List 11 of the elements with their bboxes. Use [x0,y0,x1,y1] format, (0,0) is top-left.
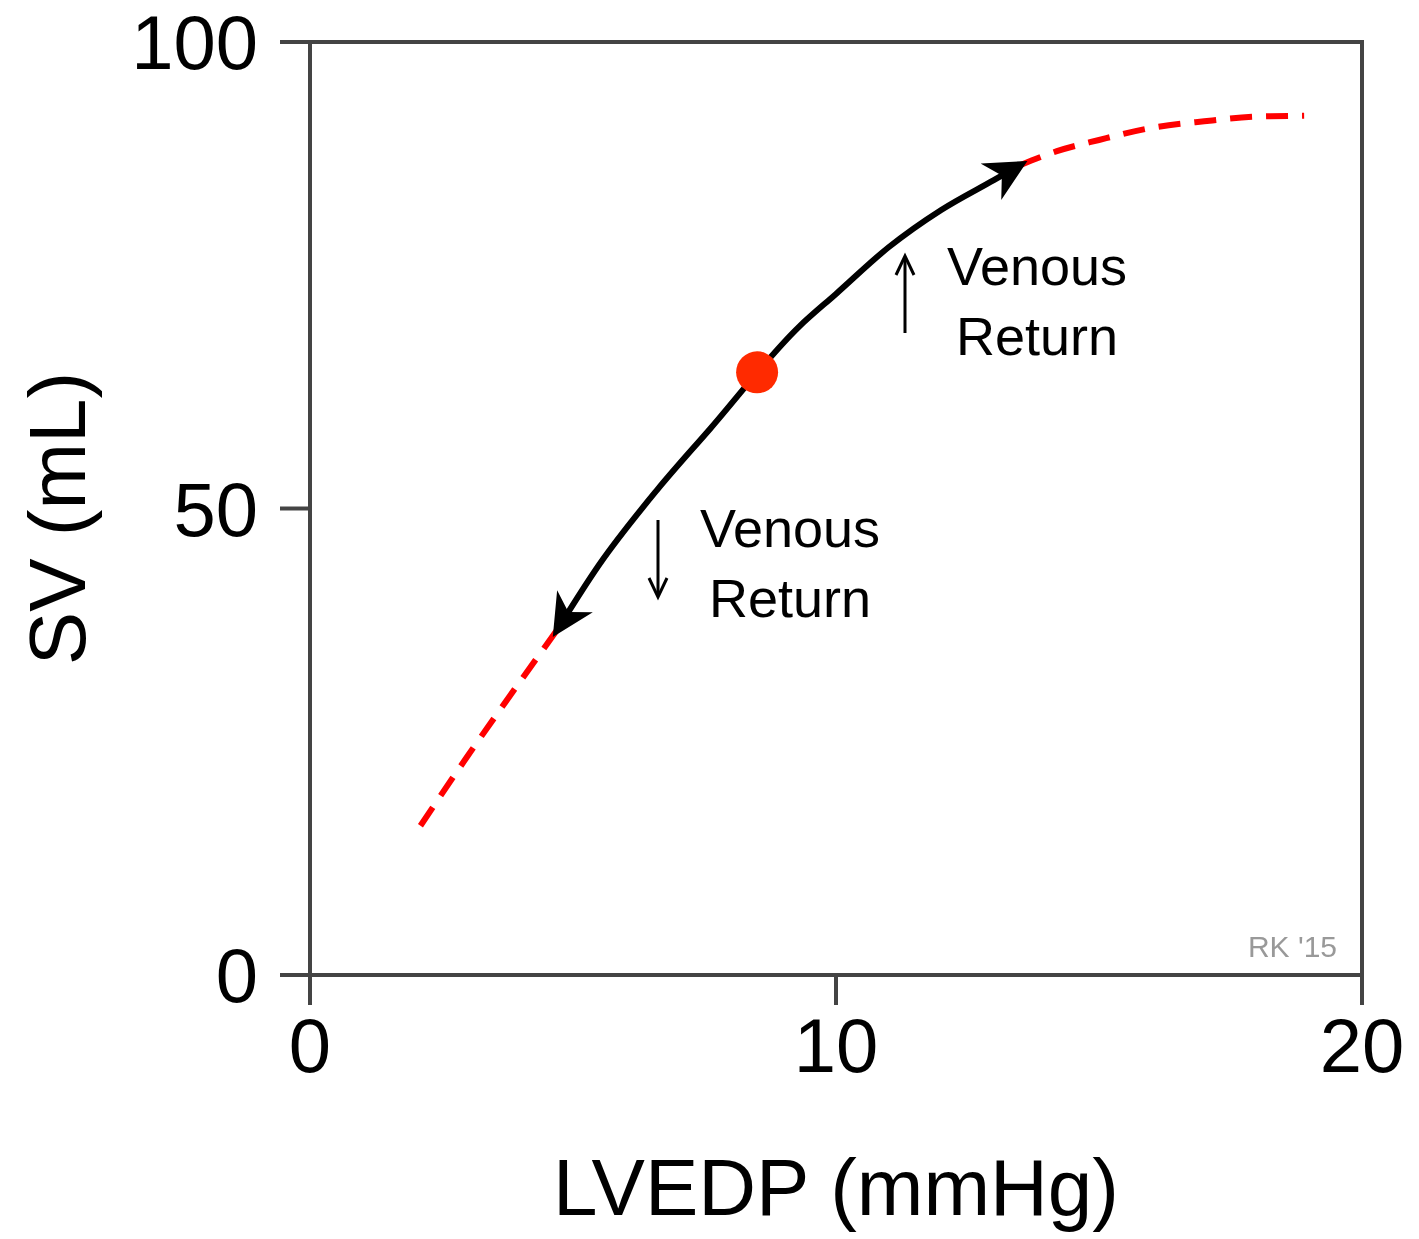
annotation: RK '15 [1247,930,1337,963]
y-tick-label: 100 [131,0,258,85]
x-axis-title: LVEDP (mmHg) [552,1143,1120,1232]
y-tick-label: 0 [215,933,258,1018]
x-tick-label: 10 [793,1003,879,1088]
annotation: Venous Return [946,236,1128,366]
y-tick-label: 50 [173,466,258,552]
y-axis-title: SV (mL) [13,371,102,666]
x-tick-label: 20 [1319,1003,1405,1088]
annotation: Venous Return [699,498,881,628]
x-tick-label: 0 [288,1003,332,1088]
